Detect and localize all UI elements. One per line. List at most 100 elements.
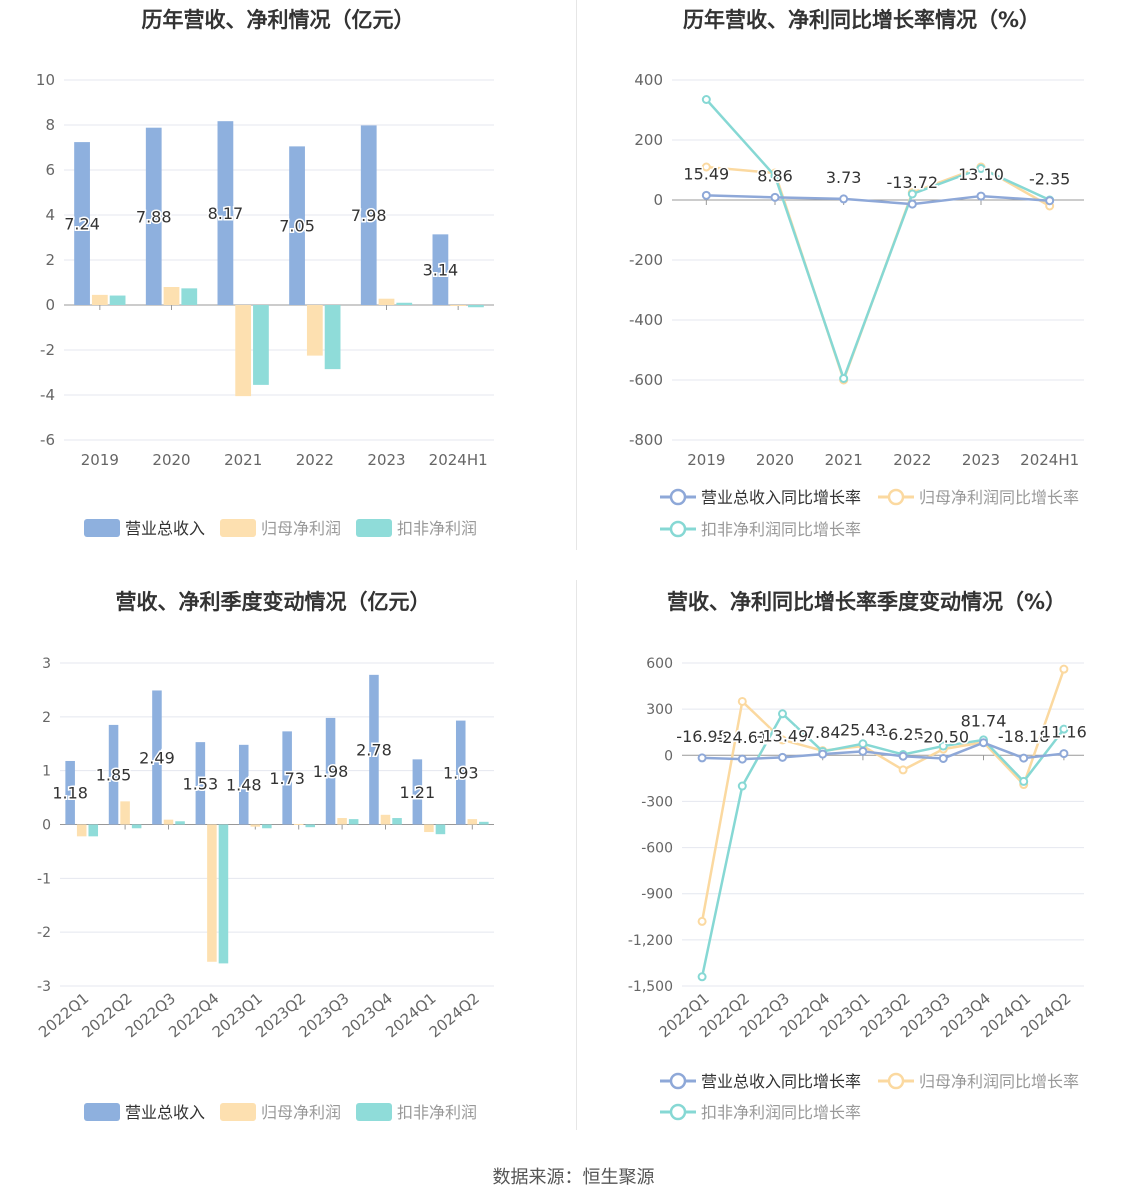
bar-value-label: 7.98: [351, 206, 387, 225]
data-point: [697, 916, 707, 926]
bar-net-profit: [306, 305, 323, 356]
point-value-label: 25.43: [840, 720, 886, 739]
data-point: [778, 735, 787, 745]
series-line-revenue-growth: [706, 194, 1050, 206]
data-point: [839, 194, 849, 204]
y-tick-label: -1,200: [628, 933, 673, 949]
data-point: [1019, 753, 1029, 763]
legend-label: 扣非净利润同比增长率: [701, 520, 861, 539]
bar-deducted-profit: [88, 824, 99, 837]
series-line-deducted-profit-growth: [700, 711, 1065, 978]
legend-label: 营业总收入同比增长率: [701, 1072, 861, 1091]
legend-swatch: [84, 1103, 120, 1121]
legend-swatch: [356, 1103, 392, 1121]
data-point: [737, 754, 747, 764]
bar-deducted-profit: [396, 302, 413, 305]
point-value-label: 81.74: [961, 712, 1007, 731]
legend-label: 营业总收入: [125, 519, 205, 538]
bar-deducted-profit: [181, 288, 198, 305]
legend-label: 归母净利润同比增长率: [919, 488, 1079, 507]
data-point: [770, 192, 780, 202]
data-point: [1019, 776, 1029, 786]
bar-revenue: [432, 234, 449, 305]
bar-revenue: [152, 690, 162, 825]
legend-label: 归母净利润: [261, 1103, 341, 1122]
panel-divider-bottom: [576, 580, 577, 1130]
point-value-label: 11.16: [1041, 723, 1087, 742]
data-point: [858, 746, 868, 756]
point-value-label: -18.18: [998, 727, 1050, 746]
data-point: [907, 189, 917, 199]
data-point: [938, 741, 948, 751]
bar-deducted-profit: [218, 824, 229, 964]
bar-net-profit: [163, 287, 180, 305]
bar-deducted-profit: [324, 305, 341, 370]
bar-net-profit: [207, 824, 217, 962]
y-tick-label: 400: [634, 71, 663, 89]
point-value-label: -13.72: [887, 173, 939, 192]
bar-value-label: 1.93: [443, 764, 479, 783]
legend-swatch-marker: [669, 1072, 687, 1090]
y-tick-label: -600: [641, 841, 673, 857]
legend-swatch-marker: [887, 1072, 905, 1090]
bar-value-label: 2.78: [356, 741, 392, 760]
y-tick-label: 300: [646, 702, 673, 718]
y-tick-label: -2: [40, 341, 55, 359]
bar-deducted-profit: [348, 819, 359, 825]
bar-value-label: 7.88: [136, 207, 172, 226]
data-point: [898, 751, 908, 761]
bar-value-label: 1.98: [313, 762, 349, 781]
data-point: [778, 752, 787, 762]
y-tick-label: 600: [646, 656, 673, 672]
data-point: [907, 199, 917, 209]
legend-swatch-marker: [669, 520, 687, 538]
bar-value-label: 1.18: [52, 784, 88, 803]
data-point: [737, 781, 747, 791]
legend-label: 归母净利润同比增长率: [919, 1072, 1079, 1091]
data-point: [979, 738, 988, 748]
chart-quarterly-growth: 营收、净利同比增长率季度变动情况（%） 600 300 0 -300 -600 -900 -…: [576, 580, 1147, 1140]
bar-revenue: [108, 724, 119, 825]
y-tick-label: 3: [42, 656, 51, 672]
chart-annual-growth-svg: 400 200 0 -200 -400 -600 -800 2019 2020 2021 2022 2…: [629, 71, 1084, 539]
bar-net-profit: [91, 294, 108, 305]
bar-value-label: 8.17: [208, 204, 244, 223]
bar-deducted-profit: [305, 824, 316, 828]
data-point: [737, 696, 747, 706]
bar-revenue: [238, 744, 249, 825]
legend-label: 归母净利润: [261, 519, 341, 538]
bar-revenue: [360, 125, 377, 305]
x-tick-label: 2024H1: [429, 451, 488, 469]
legend-label: 扣非净利润: [397, 519, 477, 538]
bar-net-profit: [380, 814, 391, 825]
data-point: [858, 739, 868, 749]
point-value-label: -16.95: [676, 727, 728, 746]
bar-net-profit: [450, 305, 467, 306]
bar-value-label: 2.49: [139, 748, 175, 767]
chart-title: 历年营收、净利同比增长率情况（%）: [682, 8, 1041, 32]
y-tick-label: -2: [37, 925, 51, 941]
y-tick-label: 0: [45, 296, 55, 314]
bar-revenue: [412, 759, 423, 825]
legend-label: 扣非净利润同比增长率: [701, 1103, 861, 1122]
y-tick-label: -300: [641, 794, 673, 810]
bar-revenue: [289, 146, 305, 305]
data-point: [701, 95, 711, 104]
chart-title: 历年营收、净利情况（亿元）: [141, 8, 415, 32]
y-tick-label: -600: [629, 371, 663, 389]
bar-net-profit: [120, 801, 130, 825]
data-source: 数据来源：恒生聚源: [492, 1167, 655, 1188]
bar-net-profit: [76, 824, 87, 837]
bar-revenue: [455, 720, 466, 825]
y-tick-label: 10: [36, 71, 55, 89]
x-tick-label: 2022: [296, 451, 334, 469]
bar-revenue: [74, 142, 90, 305]
y-tick-label: 0: [664, 748, 673, 764]
data-point: [839, 374, 849, 383]
bar-revenue: [195, 742, 206, 825]
data-point: [697, 972, 707, 982]
point-value-label: -24.61: [717, 728, 769, 747]
y-tick-label: 2: [45, 251, 55, 269]
x-tick-label: 2021: [224, 451, 262, 469]
point-value-label: -20.50: [918, 727, 970, 746]
